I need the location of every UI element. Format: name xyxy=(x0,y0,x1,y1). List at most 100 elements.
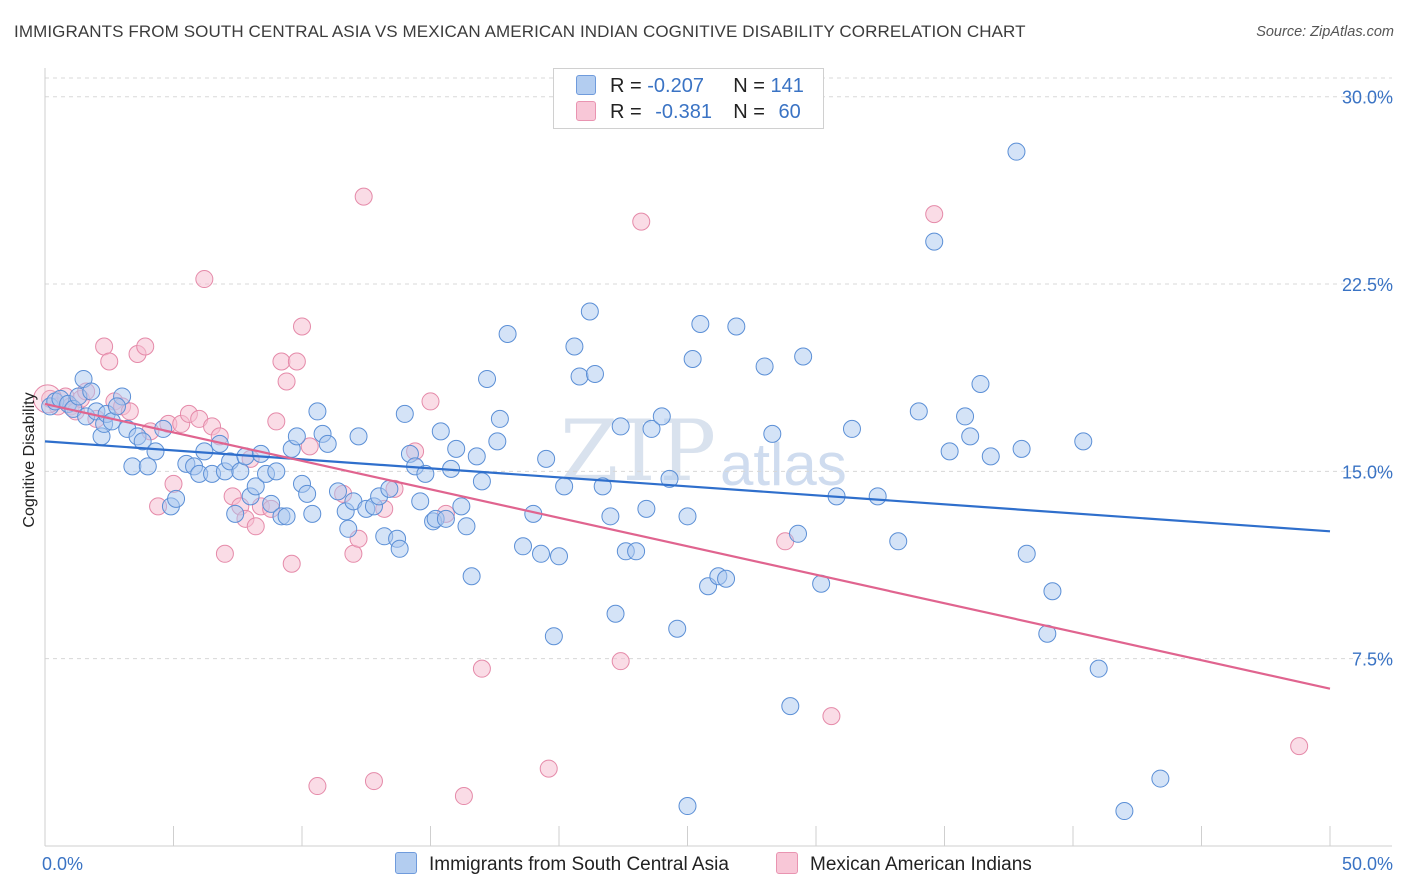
mexican-american-indians-point-9 xyxy=(100,352,119,371)
south-central-asia-point-138 xyxy=(1151,769,1170,788)
y-tick-label-3: 30.0% xyxy=(1342,88,1393,108)
bottom-legend-mexican-american-indians: Mexican American Indians xyxy=(776,852,1032,876)
south-central-asia-point-120 xyxy=(842,419,861,438)
south-central-asia-point-134 xyxy=(1043,582,1062,601)
legend-r-label-1: R = xyxy=(610,75,648,97)
south-central-asia-point-13 xyxy=(102,412,121,431)
south-central-asia-point-80 xyxy=(488,432,507,451)
south-central-asia-point-95 xyxy=(601,507,620,526)
mexican-american-indians-point-53 xyxy=(539,759,558,778)
south-central-asia-point-105 xyxy=(678,507,697,526)
mexican-american-indians-point-57 xyxy=(822,707,841,726)
south-central-asia-point-99 xyxy=(627,542,646,561)
chart-title: IMMIGRANTS FROM SOUTH CENTRAL ASIA VS ME… xyxy=(14,22,1026,41)
south-central-asia-point-44 xyxy=(287,427,306,446)
south-central-asia-point-60 xyxy=(380,479,399,498)
south-central-asia-point-50 xyxy=(318,434,337,453)
south-central-asia-point-33 xyxy=(231,462,250,481)
axis-labels: 7.5% 15.0% 22.5% 30.0% 0.0% 50.0% Cognitive Di… xyxy=(21,88,1393,874)
south-central-asia-point-92 xyxy=(580,302,599,321)
south-central-asia-point-71 xyxy=(436,509,455,528)
trend-lines xyxy=(44,402,1331,690)
south-central-asia-point-124 xyxy=(925,232,944,251)
bottom-legend-swatch-blue xyxy=(395,852,417,874)
south-central-asia-point-112 xyxy=(755,357,774,376)
mexican-american-indians-point-39 xyxy=(300,437,319,456)
south-central-asia-point-104 xyxy=(668,619,687,638)
trend-line-mexican-american-indians xyxy=(44,402,1331,690)
mexican-american-indians-point-44 xyxy=(354,187,373,206)
south-central-asia-point-74 xyxy=(452,497,471,516)
south-central-asia-point-91 xyxy=(570,367,589,386)
legend-swatch-pink xyxy=(576,101,596,121)
mexican-american-indians-point-52 xyxy=(472,659,491,678)
legend-r-label-2: R = xyxy=(610,101,648,123)
south-central-asia-point-111 xyxy=(727,317,746,336)
south-central-asia-point-32 xyxy=(226,504,245,523)
south-central-asia-point-55 xyxy=(349,427,368,446)
south-central-asia-point-121 xyxy=(868,487,887,506)
south-central-asia-point-79 xyxy=(478,369,497,388)
south-central-asia-point-140 xyxy=(107,397,126,416)
mexican-american-indians-point-55 xyxy=(632,212,651,231)
south-central-asia-point-100 xyxy=(637,499,656,518)
south-central-asia-point-128 xyxy=(971,374,990,393)
south-central-asia-point-136 xyxy=(1089,659,1108,678)
series-south-central-asia-points xyxy=(41,102,1170,821)
y-tick-label-2: 22.5% xyxy=(1342,275,1393,295)
south-central-asia-point-139 xyxy=(678,797,697,816)
mexican-american-indians-point-54 xyxy=(611,652,630,671)
south-central-asia-point-107 xyxy=(691,315,710,334)
south-central-asia-point-77 xyxy=(467,447,486,466)
south-central-asia-point-113 xyxy=(763,424,782,443)
mexican-american-indians-point-51 xyxy=(454,787,473,806)
trend-line-south-central-asia xyxy=(44,440,1331,533)
y-tick-label-1: 15.0% xyxy=(1342,462,1393,482)
south-central-asia-point-70 xyxy=(431,422,450,441)
south-central-asia-point-63 xyxy=(395,404,414,423)
south-central-asia-point-78 xyxy=(472,472,491,491)
south-central-asia-point-73 xyxy=(447,439,466,458)
mexican-american-indians-point-42 xyxy=(344,544,363,563)
south-central-asia-point-20 xyxy=(146,442,165,461)
south-central-asia-point-51 xyxy=(328,482,347,501)
south-central-asia-point-46 xyxy=(298,484,317,503)
correlation-legend: R = -0.207 N = 141 R = -0.381 N = 60 xyxy=(553,68,824,129)
south-central-asia-point-110 xyxy=(717,569,736,588)
south-central-asia-point-131 xyxy=(1012,439,1031,458)
y-axis-title: Cognitive Disability xyxy=(21,392,38,527)
south-central-asia-point-53 xyxy=(339,519,358,538)
source-label: Source: ZipAtlas.com xyxy=(1256,24,1394,40)
south-central-asia-point-36 xyxy=(246,477,265,496)
legend-n-label-1: N = xyxy=(733,75,771,97)
south-central-asia-point-82 xyxy=(498,325,517,343)
south-central-asia-point-129 xyxy=(981,447,1000,466)
mexican-american-indians-point-37 xyxy=(287,352,306,371)
y-tick-label-0: 7.5% xyxy=(1352,650,1393,670)
south-central-asia-point-116 xyxy=(794,347,813,366)
south-central-asia-point-18 xyxy=(133,432,152,451)
mexican-american-indians-point-58 xyxy=(925,205,944,224)
legend-n-label-2: N = xyxy=(733,101,771,123)
bottom-legend-label-2: Mexican American Indians xyxy=(810,854,1032,875)
south-central-asia-point-40 xyxy=(267,462,286,481)
mexican-american-indians-point-30 xyxy=(246,517,265,536)
south-central-asia-point-89 xyxy=(555,477,574,496)
south-central-asia-point-67 xyxy=(416,464,435,483)
south-central-asia-point-66 xyxy=(411,492,430,511)
south-central-asia-point-130 xyxy=(1007,142,1026,161)
south-central-asia-point-8 xyxy=(82,382,101,401)
south-central-asia-point-93 xyxy=(585,364,604,383)
south-central-asia-point-62 xyxy=(390,539,409,558)
south-central-asia-point-132 xyxy=(1017,544,1036,563)
south-central-asia-point-48 xyxy=(308,402,327,421)
south-central-asia-point-23 xyxy=(167,489,186,508)
axes xyxy=(44,68,1392,847)
legend-r-value-2: -0.381 xyxy=(655,101,712,123)
mexican-american-indians-point-59 xyxy=(1290,737,1309,756)
bottom-legend-south-central-asia: Immigrants from South Central Asia xyxy=(395,852,729,876)
legend-n-value-1: 141 xyxy=(770,75,804,97)
south-central-asia-point-125 xyxy=(940,442,959,461)
legend-r-value-1: -0.207 xyxy=(647,75,704,97)
